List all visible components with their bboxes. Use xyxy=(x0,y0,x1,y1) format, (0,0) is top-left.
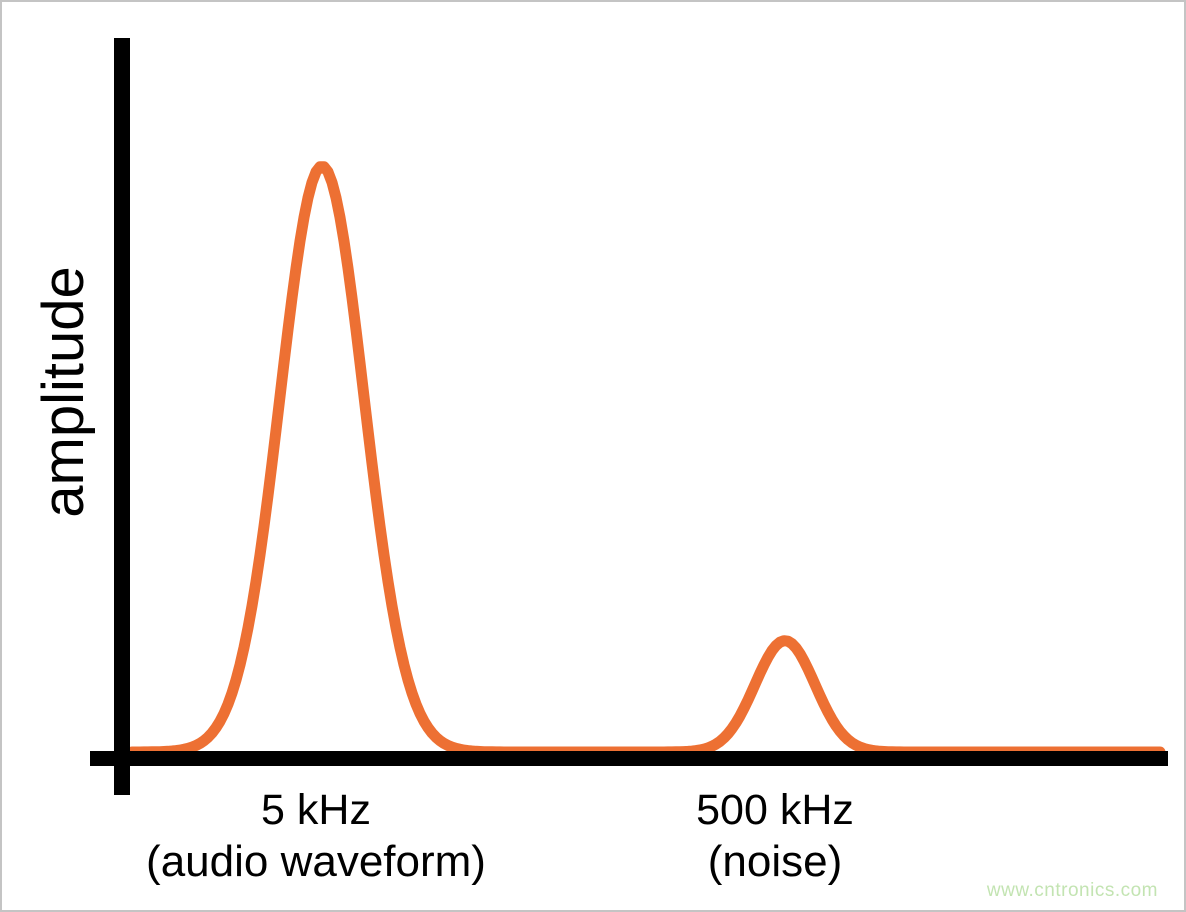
y-axis-label: amplitude xyxy=(31,266,96,518)
x-axis-line xyxy=(90,751,1168,766)
spectrum-curve xyxy=(126,161,1166,758)
y-axis-line xyxy=(114,38,130,795)
x-tick-5khz-frequency: 5 kHz xyxy=(261,786,371,834)
x-tick-5khz-description: (audio waveform) xyxy=(146,837,486,886)
x-tick-500khz: 500 kHz (noise) xyxy=(696,784,854,888)
x-tick-500khz-description: (noise) xyxy=(707,837,843,886)
watermark-text: www.cntronics.com xyxy=(986,880,1158,901)
x-tick-5khz: 5 kHz (audio waveform) xyxy=(146,784,486,888)
x-tick-500khz-frequency: 500 kHz xyxy=(696,786,854,834)
